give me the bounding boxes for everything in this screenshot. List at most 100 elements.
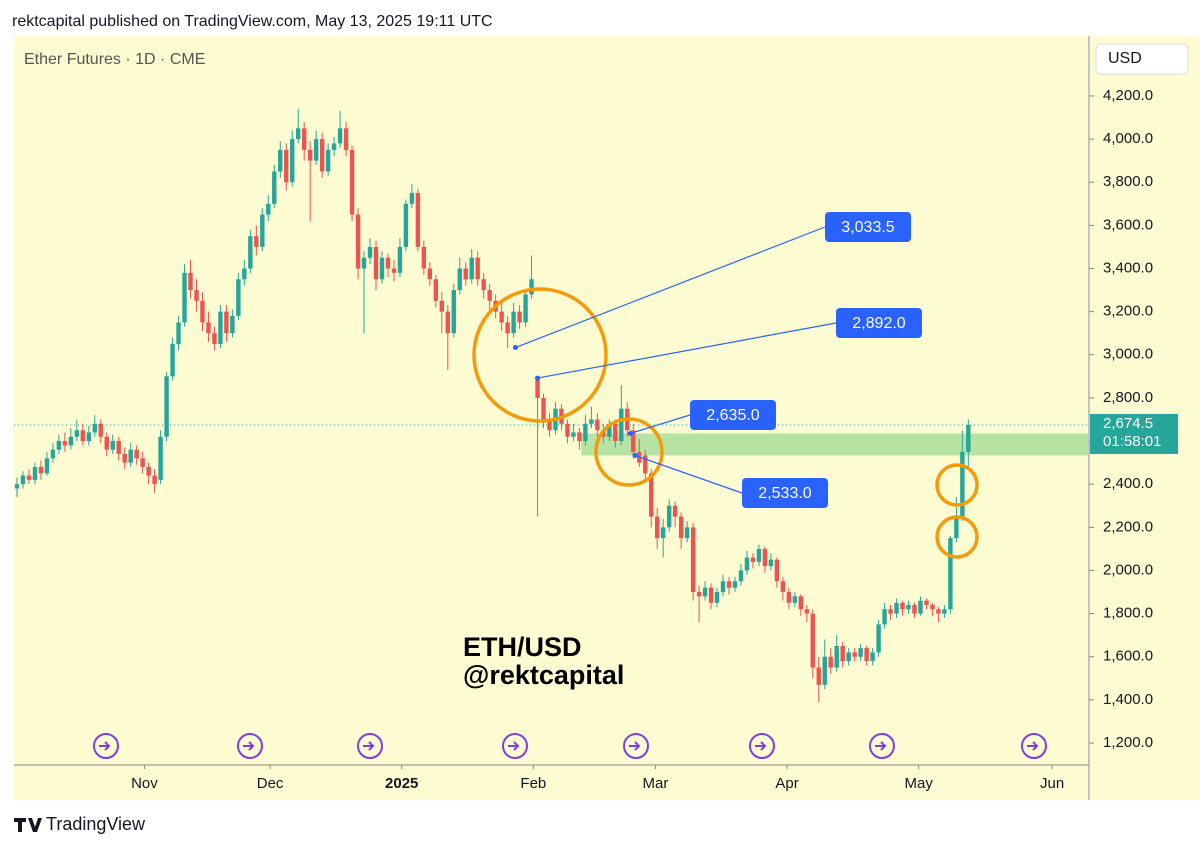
candle-body <box>846 652 851 662</box>
candle-body <box>726 581 732 588</box>
event-arrow <box>1027 741 1039 751</box>
candle-body <box>900 602 905 610</box>
candle-body <box>906 604 911 610</box>
y-tick-label: 2,000.0 <box>1103 561 1153 578</box>
y-tick-label: 4,000.0 <box>1103 130 1153 147</box>
candle-body <box>463 268 468 280</box>
x-tick-label: Apr <box>775 775 798 792</box>
candle-body <box>373 246 379 280</box>
event-icon <box>502 733 528 759</box>
candle-body <box>786 592 792 603</box>
x-tick-label: Dec <box>257 775 284 792</box>
candle-body <box>798 596 804 610</box>
candle-body <box>104 436 109 450</box>
candle-body <box>643 455 648 474</box>
y-tick-label: 1,400.0 <box>1103 691 1153 708</box>
candle-body <box>780 581 786 593</box>
annotation-box <box>742 478 828 508</box>
candle-body <box>792 596 798 603</box>
annotation-label: 3,033.5 <box>841 219 894 236</box>
candle-body <box>744 557 750 571</box>
candle-body <box>547 419 552 431</box>
candle-body <box>523 294 528 323</box>
highlight-circle <box>472 287 608 423</box>
candle-body <box>565 423 570 437</box>
candle-body <box>517 311 522 323</box>
candle-body <box>810 613 815 668</box>
candle-body <box>301 128 307 150</box>
event-icon <box>237 733 263 759</box>
y-tick-label: 1,600.0 <box>1103 648 1153 665</box>
candle-body <box>870 652 875 662</box>
candle-body <box>505 322 510 334</box>
candle-body <box>80 430 86 442</box>
candle-body <box>158 436 163 480</box>
candle-body <box>702 587 708 597</box>
candle-body <box>649 473 654 517</box>
candle-body <box>433 279 439 301</box>
candle-body <box>92 423 97 433</box>
candle-body <box>918 600 923 614</box>
candle-body <box>583 423 588 442</box>
candle-body <box>20 475 26 485</box>
candle-body <box>242 268 247 280</box>
logo-icon <box>14 818 42 832</box>
candle-body <box>930 604 935 610</box>
candle-body <box>260 214 265 247</box>
candle-body <box>481 279 486 291</box>
countdown: 01:58:01 <box>1103 433 1161 450</box>
candle-body <box>224 311 229 334</box>
last-price-tag <box>1090 413 1178 454</box>
candle-body <box>421 246 427 269</box>
event-circle <box>1021 733 1047 759</box>
candle-body <box>391 268 397 273</box>
candle-body <box>248 236 253 269</box>
annotation-point <box>512 345 518 351</box>
y-tick-label: 2,800.0 <box>1103 389 1153 406</box>
candle-body <box>164 376 169 437</box>
annotation-label: 2,533.0 <box>758 485 811 502</box>
event-arrow <box>99 741 111 751</box>
annotation-label: 2,635.0 <box>706 407 759 424</box>
candle-body <box>577 432 582 442</box>
currency-button[interactable] <box>1095 43 1189 75</box>
annotation-box <box>690 400 776 430</box>
last-price-label: 2,674.5 <box>1103 415 1153 432</box>
candle-body <box>876 624 881 653</box>
candle-body <box>882 609 887 625</box>
currency[interactable]: USD <box>1108 50 1142 67</box>
candle-body <box>541 397 546 420</box>
highlight-circle <box>935 463 979 507</box>
annotation-line <box>634 454 743 494</box>
candle-body <box>140 458 145 467</box>
candle-body <box>571 432 576 437</box>
candle-body <box>86 432 91 442</box>
candle-body <box>942 609 947 614</box>
candle-body <box>116 441 121 454</box>
candle-body <box>535 378 540 398</box>
y-tick-label: 1,200.0 <box>1103 734 1153 751</box>
x-tick-label: Nov <box>131 775 158 792</box>
candle-body <box>487 290 492 301</box>
candle-body <box>278 149 283 172</box>
candle-body <box>385 257 391 269</box>
candle-body <box>840 645 845 662</box>
y-tick-label: 3,000.0 <box>1103 346 1153 363</box>
candle-body <box>307 149 313 161</box>
candle-body <box>894 602 899 614</box>
event-icon <box>623 733 649 759</box>
candle-body <box>864 648 869 662</box>
candle-body <box>912 604 917 614</box>
candle-body <box>296 128 301 140</box>
candle-body <box>38 466 44 474</box>
candle-body <box>852 652 857 657</box>
candle-body <box>589 419 594 424</box>
candle-body <box>62 441 68 446</box>
candle-body <box>325 149 331 172</box>
candle-body <box>738 570 744 582</box>
candle-body <box>98 423 103 437</box>
candle-body <box>457 268 462 291</box>
candle-body <box>206 322 211 334</box>
candle-body <box>529 279 534 295</box>
